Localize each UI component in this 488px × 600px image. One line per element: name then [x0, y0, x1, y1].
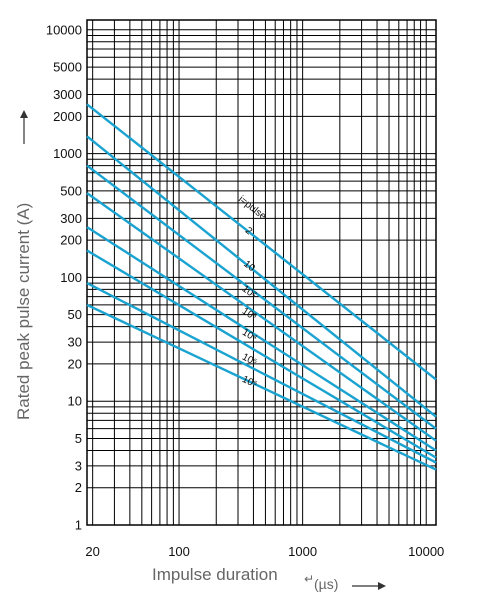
y-axis-title-group: Rated peak pulse current (A) — [14, 110, 33, 420]
series-line-2 — [86, 164, 437, 430]
x-tick-label: 1000 — [288, 544, 317, 559]
y-axis-ticks: 1 2 3 5 10 20 30 50 100 200 300 500 1000 2000 3000 5000… — [46, 22, 82, 532]
y-axis-arrow-icon — [20, 110, 28, 144]
series-line-4 — [86, 226, 437, 452]
y-tick-label: 500 — [60, 183, 82, 198]
series-label-3: 10² — [240, 284, 259, 302]
return-mark-icon: ↵ — [304, 572, 314, 586]
y-tick-label: 20 — [68, 356, 82, 371]
series-label-6: 10⁵ — [240, 352, 259, 369]
y-tick-label: 10 — [68, 394, 82, 409]
series-label-1: 2 — [243, 225, 255, 237]
x-axis-title-group: Impulse duration ↵ (µs) — [152, 565, 386, 592]
grid — [86, 19, 437, 526]
y-tick-label: 50 — [68, 307, 82, 322]
series-line-7 — [86, 303, 437, 471]
series-line-6 — [86, 282, 437, 464]
y-tick-label: 100 — [60, 270, 82, 285]
y-tick-label: 200 — [60, 233, 82, 248]
y-tick-label: 2000 — [53, 109, 82, 124]
x-tick-label: 10000 — [408, 544, 444, 559]
x-axis-unit: (µs) — [314, 576, 338, 592]
y-axis-title: Rated peak pulse current (A) — [14, 203, 33, 420]
y-tick-label: 5000 — [53, 60, 82, 75]
x-tick-label: 100 — [168, 544, 190, 559]
series-label-4: 10³ — [240, 306, 259, 323]
y-tick-label: 3000 — [53, 87, 82, 102]
series-line-3 — [86, 192, 437, 442]
x-tick-label: 20 — [85, 544, 99, 559]
y-tick-label: 2 — [75, 480, 82, 495]
y-tick-label: 1 — [75, 518, 82, 533]
series-line-0 — [86, 103, 437, 381]
y-tick-label: 10000 — [46, 22, 82, 37]
series-line-1 — [86, 135, 437, 418]
y-tick-label: 3 — [75, 458, 82, 473]
series-label-7: 10⁶ — [240, 374, 258, 390]
y-tick-label: 5 — [75, 431, 82, 446]
x-axis-title: Impulse duration — [152, 565, 278, 584]
plot-frame — [86, 19, 437, 526]
y-tick-label: 300 — [60, 211, 82, 226]
x-axis-ticks: 20 100 1000 10000 — [85, 544, 444, 559]
series-line-5 — [86, 249, 437, 459]
x-axis-arrow-icon — [352, 582, 386, 590]
y-tick-label: 1000 — [53, 146, 82, 161]
y-tick-label: 30 — [68, 335, 82, 350]
series-lines — [86, 103, 437, 471]
